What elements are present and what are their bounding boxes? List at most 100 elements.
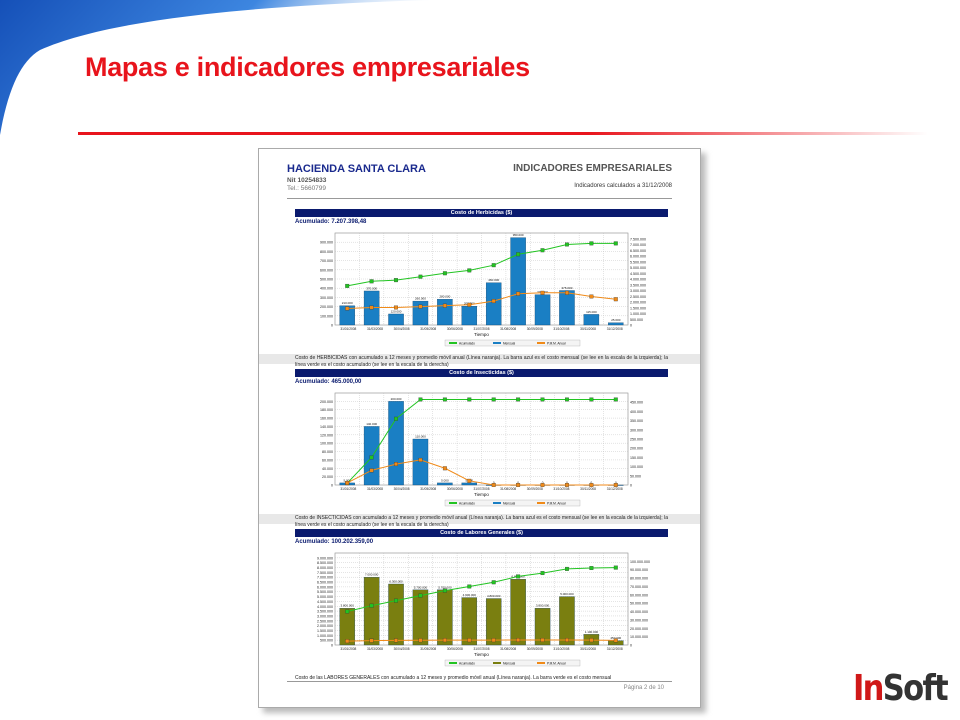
bar-value-label: 5.700.000 — [438, 585, 452, 589]
bar-value-label: 210.000 — [342, 301, 353, 305]
acumulado-point — [369, 279, 374, 284]
y-tick-left: 100.000 — [320, 314, 333, 318]
pmm-anual-point — [394, 462, 398, 467]
chart-labores: 0500.0001.000.0001.500.0002.000.0002.500… — [317, 552, 650, 667]
x-tick-label: 31/07/2008 — [474, 487, 490, 491]
x-axis-label: Tiempo — [474, 332, 489, 337]
legend-entry: P.M.M. Anual — [547, 342, 566, 346]
x-tick-label: 31/03/2008 — [367, 327, 383, 331]
y-tick-right: 500.000 — [630, 318, 643, 322]
pmm-anual-line — [347, 639, 616, 642]
acumulado-point — [540, 571, 545, 576]
bar-value-label: 0 — [542, 481, 544, 485]
y-tick-right: 20.000.000 — [630, 627, 648, 631]
y-tick-left: 5.000.000 — [317, 595, 333, 599]
y-tick-right: 5.000.000 — [630, 266, 646, 270]
section-separator — [259, 354, 700, 364]
acumulado-point — [442, 588, 447, 593]
y-tick-left: 600.000 — [320, 268, 333, 272]
pmm-anual-point — [491, 483, 496, 487]
pmm-anual-point — [418, 457, 423, 462]
y-tick-right: 100.000 — [630, 465, 643, 469]
pmm-anual-point — [540, 483, 545, 487]
section-title-bar: Costo de Herbicidas ($) — [295, 209, 668, 217]
y-tick-left: 7.500.000 — [317, 571, 333, 575]
pmm-anual-point — [442, 638, 447, 643]
y-tick-left: 6.500.000 — [317, 581, 333, 585]
bar-value-label: 4.900.000 — [463, 593, 477, 597]
y-tick-left: 500.000 — [320, 639, 333, 643]
legend-entry: Mensual — [503, 342, 515, 346]
x-tick-label: 31/07/2008 — [474, 647, 490, 651]
y-tick-right: 450.000 — [630, 401, 643, 405]
y-tick-right: 80.000.000 — [630, 577, 648, 581]
y-tick-left: 80.000 — [322, 450, 333, 454]
y-tick-right: 2.000.000 — [630, 301, 646, 305]
y-tick-left: 0 — [331, 644, 333, 648]
acumulado-point — [589, 566, 594, 571]
y-tick-right: 150.000 — [630, 456, 643, 460]
y-tick-right: 30.000.000 — [630, 618, 648, 622]
bar-value-label: 3.800.000 — [536, 604, 550, 608]
bar-value-label: 115.000 — [586, 310, 597, 314]
y-tick-left: 140.000 — [320, 425, 333, 429]
y-tick-left: 120.000 — [320, 433, 333, 437]
bar-value-label: 3.800.000 — [341, 604, 355, 608]
header-rule — [287, 198, 672, 199]
y-tick-left: 0 — [331, 484, 333, 488]
pmm-anual-point — [491, 299, 496, 304]
acumulado-point — [516, 397, 521, 402]
bar-value-label: 460.000 — [488, 278, 499, 282]
section-title-bar: Costo de Labores Generales ($) — [295, 529, 668, 537]
section-separator — [259, 514, 700, 524]
bar-mensual — [534, 294, 551, 326]
bar-value-label: 4.800.000 — [487, 594, 501, 598]
chart-caption: Costo de las LABORES GENERALES con acumu… — [295, 675, 612, 681]
acumulado-point — [394, 416, 398, 421]
acumulado-point — [467, 397, 472, 402]
bar-value-label: 5.000 — [441, 478, 449, 482]
logo-in: In — [853, 668, 884, 709]
y-tick-left: 8.000.000 — [317, 566, 333, 570]
pmm-anual-point — [394, 305, 398, 310]
bar-mensual — [388, 583, 404, 646]
accumulated-label: Acumulado: 7.207.398,48 — [295, 219, 367, 225]
bar-mensual — [388, 401, 404, 486]
y-tick-left: 5.500.000 — [317, 590, 333, 594]
bar-value-label: 950.000 — [513, 233, 524, 237]
y-tick-left: 500.000 — [320, 278, 333, 282]
legend-swatch — [493, 342, 501, 344]
y-tick-left: 180.000 — [320, 408, 333, 412]
footer-rule — [287, 681, 672, 682]
acumulado-point — [613, 241, 618, 246]
legend-swatch — [493, 662, 501, 664]
x-tick-label: 30/11/2008 — [580, 327, 596, 331]
acumulado-point — [589, 241, 594, 246]
bar-mensual — [510, 578, 526, 646]
bar-mensual — [559, 596, 575, 646]
y-tick-left: 1.500.000 — [317, 629, 333, 633]
legend-entry: Mensual — [503, 502, 515, 506]
bar-value-label: 1.100.000 — [585, 630, 599, 634]
x-tick-label: 31/12/2008 — [607, 647, 623, 651]
y-tick-right: 50.000 — [630, 474, 641, 478]
legend-entry: P.M.M. Anual — [547, 662, 566, 666]
x-tick-label: 30/11/2008 — [580, 647, 596, 651]
acumulado-point — [516, 574, 521, 579]
y-tick-right: 0 — [630, 644, 632, 648]
report-header: HACIENDA SANTA CLARA Nit 10254833 Tel.: … — [287, 163, 672, 192]
acumulado-point — [613, 565, 618, 570]
y-tick-right: 1.500.000 — [630, 306, 646, 310]
pmm-anual-point — [565, 638, 569, 642]
bar-mensual — [485, 598, 502, 646]
x-tick-label: 30/06/2008 — [447, 327, 463, 331]
y-tick-left: 9.000.000 — [317, 556, 333, 560]
section-herbicidas: Costo de Herbicidas ($) Acumulado: 7.207… — [295, 209, 668, 368]
acumulado-point — [540, 397, 545, 402]
pmm-anual-point — [467, 478, 472, 483]
y-tick-right: 0 — [630, 324, 632, 328]
acumulado-point — [589, 397, 594, 402]
legend-swatch — [449, 502, 457, 504]
acumulado-point — [418, 397, 423, 402]
y-tick-left: 3.000.000 — [317, 614, 333, 618]
